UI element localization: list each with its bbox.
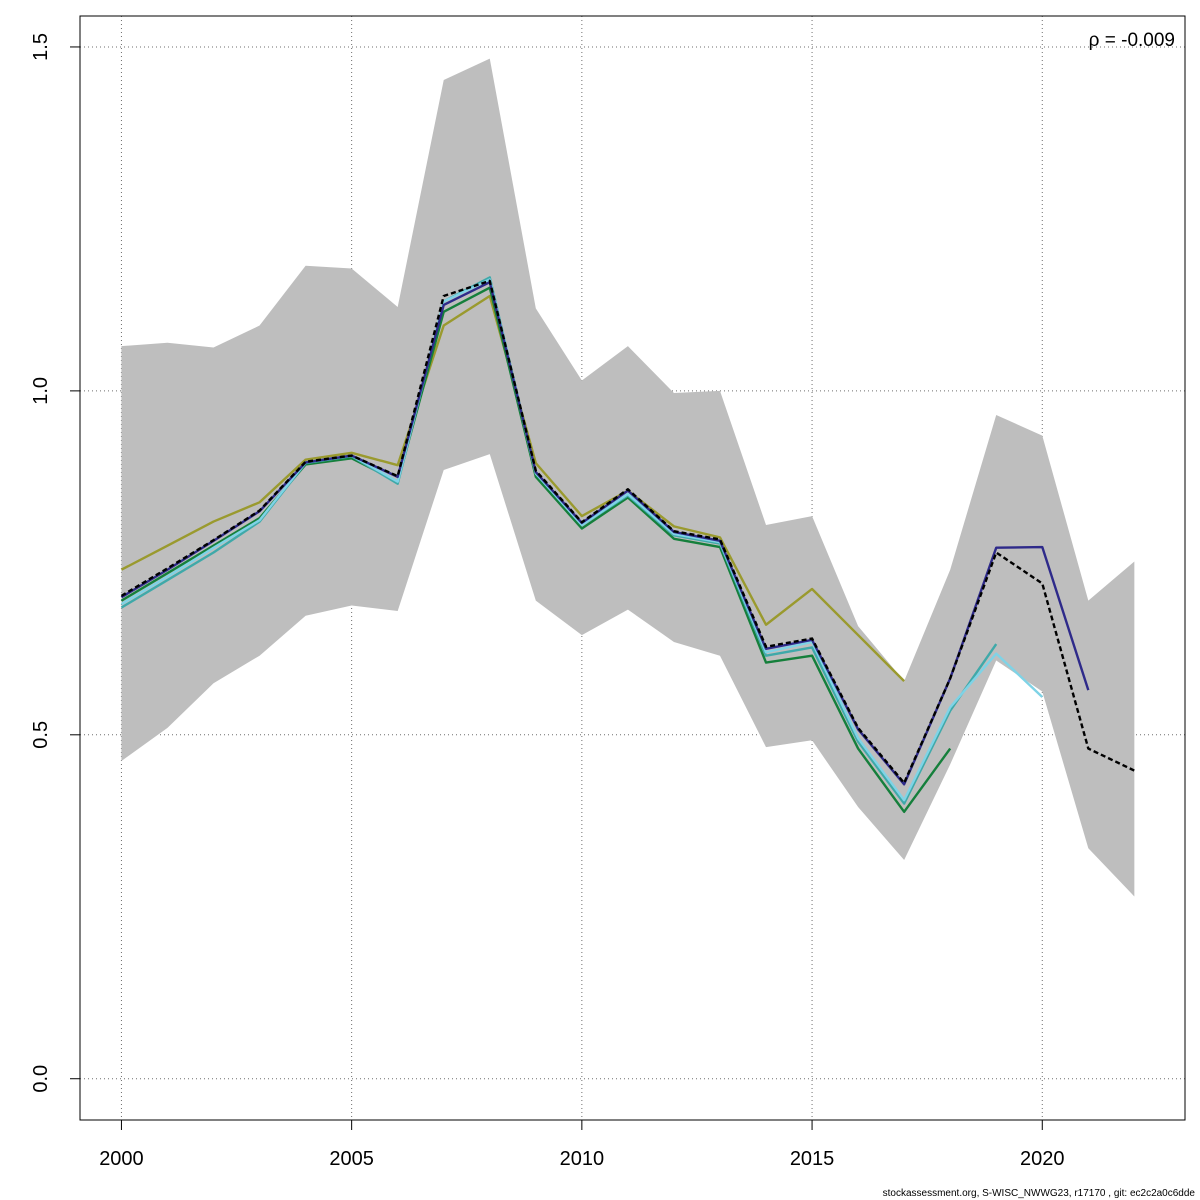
rho-annotation: ρ = -0.009 — [1089, 30, 1175, 51]
confidence-band — [121, 58, 1135, 897]
y-tick-label: 0.5 — [30, 721, 52, 749]
x-tick-label: 2000 — [99, 1148, 144, 1170]
series-line-6 — [120, 279, 1135, 785]
series-layer — [120, 276, 1135, 814]
y-tick-label: 1.0 — [30, 377, 52, 405]
footer-text: stockassessment.org, S-WISC_NWWG23, r171… — [883, 1188, 1196, 1199]
y-tick-label: 0.0 — [30, 1065, 52, 1093]
series-line-4 — [120, 278, 1044, 802]
y-tick-label: 1.5 — [30, 33, 52, 61]
x-tick-label: 2020 — [1020, 1148, 1065, 1170]
axis-layer: 2000 2005 2010 2015 2020 0.0 0.5 1.0 1.5 — [30, 33, 1065, 1170]
x-tick-label: 2015 — [790, 1148, 835, 1170]
confidence-band-layer — [121, 58, 1135, 897]
x-tick-label: 2010 — [560, 1148, 605, 1170]
x-tick-label: 2005 — [329, 1148, 374, 1170]
series-line-2 — [120, 286, 952, 814]
